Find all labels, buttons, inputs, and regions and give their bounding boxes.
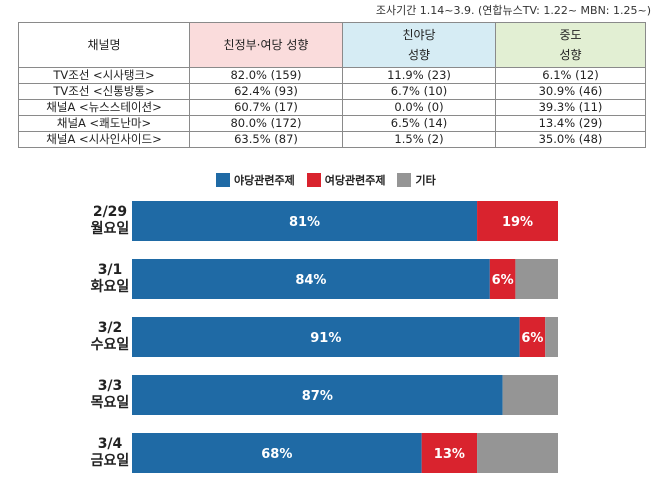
survey-period-note: 조사기간 1.14~3.9. (연합뉴스TV: 1.22~ MBN: 1.25~… xyxy=(375,4,651,17)
bar-value-label-ruling: 13% xyxy=(434,447,465,462)
header-neutral: 중도 성향 xyxy=(495,22,646,68)
legend-swatch-opposition xyxy=(216,173,230,187)
cell-pro-gov: 63.5% (87) xyxy=(189,131,343,148)
header-neutral-line2: 성향 xyxy=(559,48,582,62)
cell-neutral: 39.3% (11) xyxy=(495,99,646,116)
header-pro-opp-line1: 친야당 xyxy=(402,28,436,42)
header-pro-opp-line2: 성향 xyxy=(407,48,431,62)
bar-value-label-opposition: 81% xyxy=(289,215,320,230)
category-day-label: 목요일 xyxy=(91,395,130,411)
legend-label-other: 기타 xyxy=(415,174,436,187)
category-day-label: 월요일 xyxy=(91,220,130,237)
bar-value-label-opposition: 91% xyxy=(310,331,341,346)
bar-value-label-ruling: 6% xyxy=(521,331,543,346)
bar-segment-ruling xyxy=(477,201,558,241)
bar-segment-ruling xyxy=(519,317,546,357)
bar-segment-ruling xyxy=(489,259,516,299)
table-row: TV조선 <시사탱크> 82.0% (159) 11.9% (23) 6.1% … xyxy=(18,67,646,84)
legend-item-other: 기타 xyxy=(397,172,436,188)
bar-segment-other xyxy=(477,433,558,473)
bar-segment-other xyxy=(515,259,558,299)
table-header-row: 채널명 친정부·여당 성향 친야당 성향 중도 성향 xyxy=(18,22,646,68)
bar-segment-ruling xyxy=(421,433,478,473)
cell-pro-opp: 1.5% (2) xyxy=(342,131,496,148)
legend-label-ruling: 여당관련주제 xyxy=(324,174,386,187)
category-day-label: 금요일 xyxy=(91,453,130,469)
bar-segment-opposition xyxy=(132,201,478,241)
cell-channel: TV조선 <시사탱크> xyxy=(18,67,190,84)
bar-segment-opposition xyxy=(132,259,490,299)
cell-pro-opp: 11.9% (23) xyxy=(342,67,496,84)
cell-pro-opp: 0.0% (0) xyxy=(342,99,496,116)
category-date-label: 3/3 xyxy=(98,378,123,394)
category-day-label: 화요일 xyxy=(91,279,130,295)
legend-swatch-ruling xyxy=(306,173,321,187)
category-date-label: 3/2 xyxy=(98,320,123,336)
table-row: 채널A <뉴스스테이션> 60.7% (17) 0.0% (0) 39.3% (… xyxy=(18,99,646,116)
cell-channel: 채널A <시사인사이드> xyxy=(18,131,190,148)
table-row: 채널A <시사인사이드> 63.5% (87) 1.5% (2) 35.0% (… xyxy=(18,131,646,148)
bar-value-label-opposition: 87% xyxy=(302,389,333,404)
category-day-label: 수요일 xyxy=(91,337,130,353)
table-row: 채널A <쾌도난마> 80.0% (172) 6.5% (14) 13.4% (… xyxy=(18,115,646,132)
bar-segment-other xyxy=(502,375,558,415)
bar-segment-opposition xyxy=(132,317,520,357)
legend-item-ruling: 여당관련주제 xyxy=(306,172,386,188)
channel-tendency-table: 채널명 친정부·여당 성향 친야당 성향 중도 성향 TV조선 <시사탱크> 8… xyxy=(18,22,646,148)
bar-segment-opposition xyxy=(132,433,422,473)
bar-value-label-opposition: 68% xyxy=(261,447,292,462)
cell-pro-gov: 62.4% (93) xyxy=(189,83,343,100)
legend-label-opposition: 야당관련주제 xyxy=(234,174,295,187)
category-date-label: 3/4 xyxy=(98,436,123,452)
bar-value-label-ruling: 19% xyxy=(502,215,533,230)
bar-segment-other xyxy=(545,317,558,357)
cell-pro-opp: 6.7% (10) xyxy=(342,83,496,100)
category-date-label: 2/29 xyxy=(93,204,127,220)
header-pro-opp: 친야당 성향 xyxy=(342,22,496,68)
cell-neutral: 6.1% (12) xyxy=(495,67,646,84)
legend-swatch-other xyxy=(397,173,412,187)
legend-item-opposition: 야당관련주제 xyxy=(216,172,295,188)
cell-neutral: 35.0% (48) xyxy=(495,131,646,148)
bar-value-label-ruling: 6% xyxy=(492,273,514,288)
chart-legend: 야당관련주제 여당관련주제 기타 xyxy=(216,172,448,188)
header-neutral-line1: 중도 xyxy=(559,28,582,42)
bar-segment-opposition xyxy=(132,375,503,415)
header-pro-gov: 친정부·여당 성향 xyxy=(189,22,343,68)
category-date-label: 3/1 xyxy=(98,262,123,278)
bar-value-label-opposition: 84% xyxy=(295,273,326,288)
